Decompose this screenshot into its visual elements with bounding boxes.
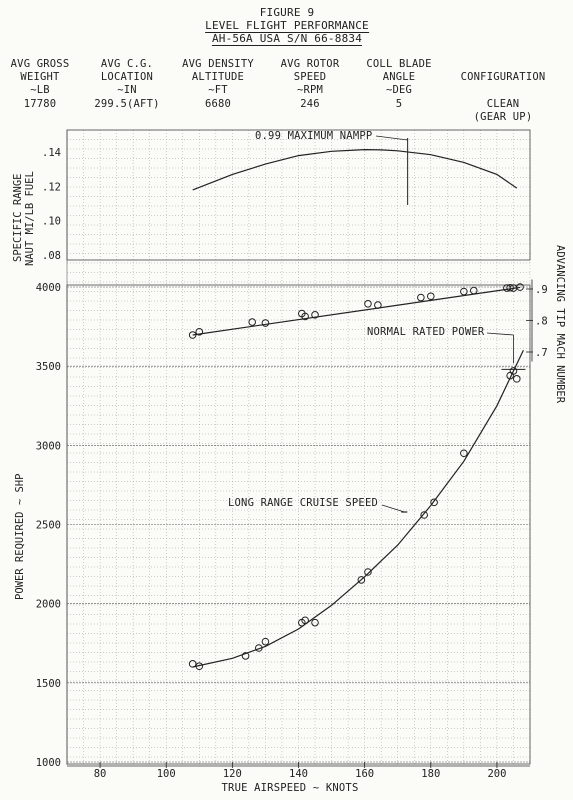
power-tick-label: 1500 [36,678,61,690]
specific-range-tick-label: .10 [42,216,61,228]
tip-mach-point [460,287,468,296]
x-tick-label: 100 [157,768,176,780]
power-point [311,618,319,627]
x-tick-label: 200 [487,768,506,780]
normal-rated-power-label: NORMAL RATED POWER [367,326,485,338]
power-point [241,652,250,660]
power-point [512,375,521,383]
power-point [430,498,438,507]
power-tick-label: 3000 [36,440,61,452]
power-tick-label: 2000 [36,599,61,611]
tip-mach-point [469,286,478,295]
power-point [460,449,468,458]
x-tick-label: 140 [289,768,308,780]
cond-rotor-unit: ~RPM [296,84,324,96]
cond-blade-label1: COLL BLADE [366,58,432,70]
tip-mach-point [261,319,270,327]
cond-weight-label2: WEIGHT [20,71,60,83]
x-tick-label: 120 [223,768,242,780]
tip-mach-point [301,312,309,321]
cond-cg-label1: AVG C.G. [100,58,154,70]
cond-altitude-label2: ALTITUDE [191,71,245,83]
power-tick-label: 2500 [36,520,61,532]
cond-altitude-value: 6680 [204,98,232,110]
specific-range-tick-label: .14 [42,147,61,159]
power-tick-label: 4000 [36,282,61,294]
grid-paper [66,129,531,765]
cond-blade-value: 5 [395,98,403,110]
x-tick-label: 180 [421,768,440,780]
power-tick-label: 3500 [36,361,61,373]
power-required-curve [192,350,524,668]
cond-rotor-label2: SPEED [293,71,327,83]
cond-altitude-unit: ~FT [208,84,228,96]
cond-blade-unit: ~DEG [385,84,413,96]
tip-mach-point [417,293,425,302]
specific-range-curve [192,148,518,191]
max-nampp-label: 0.99 MAXIMUM NAMPP [255,130,373,142]
power-point [188,660,197,668]
long-range-cruise-leader [381,504,405,513]
figure-title: LEVEL FLIGHT PERFORMANCE [205,19,369,33]
normal-rated-power-leader [486,332,514,336]
tip-mach-point [506,283,514,292]
tip-mach-point [374,301,382,309]
cond-weight-label1: AVG GROSS [10,58,70,70]
cond-rotor-label1: AVG ROTOR [280,58,340,70]
cond-cg-unit: ~IN [117,84,137,96]
tip-mach-point [311,311,319,319]
tip-mach-tick-label: .7 [535,347,548,359]
max-nampp-leader [375,135,408,141]
cond-rotor-value: 246 [300,98,320,110]
x-tick-label: 160 [355,768,374,780]
tip-mach-point [195,328,204,336]
tip-mach-point [188,331,197,339]
power-point [195,662,204,671]
cond-altitude-label1: AVG DENSITY [182,58,254,70]
tip-mach-point [426,292,435,301]
figure-number: FIGURE 9 [259,6,315,19]
power-point [255,644,263,652]
aircraft-id: AH-56A USA S/N 66-8834 [211,32,363,46]
cond-cg-label2: LOCATION [100,71,154,83]
power-point [357,576,366,584]
x-tick-label: 80 [94,768,107,780]
tip-mach-fit-line [192,286,521,336]
tip-mach-point [364,300,372,308]
power-point [364,568,372,576]
power-point [261,637,270,646]
specific-range-panel-frame [66,129,531,261]
power-point [301,616,309,625]
cond-configuration-value2: (GEAR UP) [473,111,533,123]
cond-cg-value: 299.5(AFT) [94,98,160,110]
specific-range-tick-label: .12 [42,181,61,193]
power-point [509,367,518,375]
specific-range-tick-label: .08 [42,250,61,262]
x-axis-label: TRUE AIRSPEED ~ KNOTS [221,782,359,794]
cond-blade-label2: ANGLE [382,71,416,83]
power-tick-label: 1000 [36,757,61,769]
cond-weight-value: 17780 [23,98,57,110]
cond-weight-unit: ~LB [30,84,50,96]
power-point [420,511,428,519]
cond-configuration-value: CLEAN [486,98,520,110]
cond-configuration-label: CONFIGURATION [460,71,546,83]
tip-mach-point [248,318,256,326]
tip-mach-tick-label: .9 [535,284,548,296]
tip-mach-tick-label: .8 [535,316,548,328]
